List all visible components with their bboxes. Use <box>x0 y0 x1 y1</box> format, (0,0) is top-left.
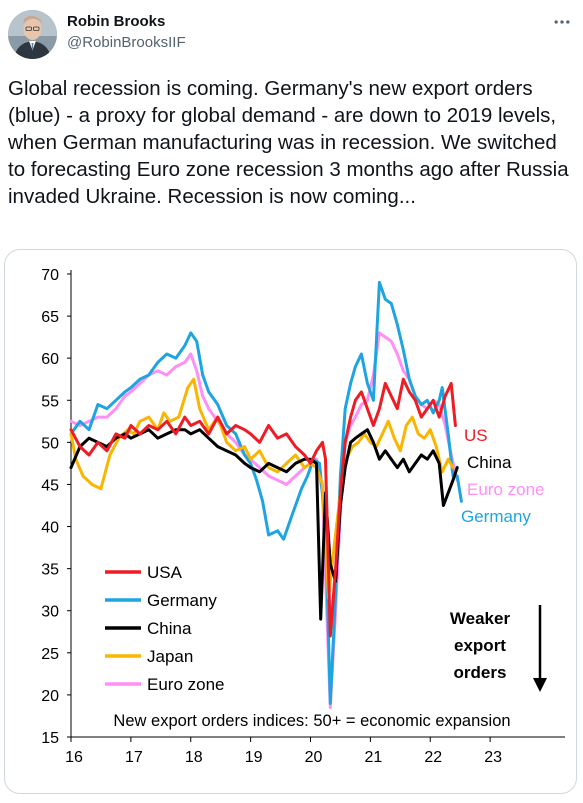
series-line-usa <box>69 377 457 638</box>
y-tick-label-70: 70 <box>41 267 59 284</box>
y-tick-label-25: 25 <box>41 646 59 663</box>
y-tick-label-60: 60 <box>41 351 59 368</box>
tweet-header: Robin Brooks @RobinBrooksIIF <box>0 0 583 72</box>
chart-annotation: New export orders indices: 50+ = economi… <box>113 712 510 730</box>
tweet-text: Global recession is coming. Germany's ne… <box>8 77 569 208</box>
y-tick-label-15: 15 <box>41 730 59 747</box>
side-note-line-1: Weaker <box>450 609 511 628</box>
legend-label-usa: USA <box>147 563 183 582</box>
y-tick-label-65: 65 <box>41 309 59 326</box>
y-tick-label-50: 50 <box>41 435 59 452</box>
more-button[interactable] <box>548 10 576 34</box>
x-tick-label-21: 21 <box>364 749 382 766</box>
x-tick-label-17: 17 <box>125 749 143 766</box>
x-tick-label-23: 23 <box>484 749 502 766</box>
side-note-line-2: export <box>454 636 506 655</box>
end-label-usa: US <box>464 426 488 445</box>
legend-label-china: China <box>147 619 192 638</box>
author-handle[interactable]: @RobinBrooksIIF <box>67 34 186 51</box>
x-tick-label-16: 16 <box>65 749 83 766</box>
y-tick-label-40: 40 <box>41 520 59 537</box>
author-name[interactable]: Robin Brooks <box>67 13 166 30</box>
end-label-china: China <box>467 453 512 472</box>
x-tick-label-18: 18 <box>185 749 203 766</box>
y-tick-label-45: 45 <box>41 477 59 494</box>
x-tick-label-20: 20 <box>305 749 323 766</box>
end-label-euro-zone: Euro zone <box>467 480 545 499</box>
avatar[interactable] <box>8 10 57 59</box>
legend-label-germany: Germany <box>147 591 217 610</box>
series-line-germany <box>69 280 463 705</box>
side-note-line-3: orders <box>454 663 507 682</box>
legend-label-japan: Japan <box>147 647 193 666</box>
legend-label-euro-zone: Euro zone <box>147 675 225 694</box>
x-tick-label-19: 19 <box>245 749 263 766</box>
y-tick-label-55: 55 <box>41 393 59 410</box>
series-line-japan <box>69 377 455 600</box>
down-arrow-icon <box>533 678 547 692</box>
x-tick-label-22: 22 <box>424 749 442 766</box>
end-label-germany: Germany <box>461 507 531 526</box>
tweet-media-chart[interactable]: 15 20 25 30 35 40 45 50 55 60 65 70 16 17 18 19 20 21 22 23… <box>4 249 577 794</box>
chart: 15 20 25 30 35 40 45 50 55 60 65 70 16 17 18 19 20 21 22 23… <box>41 267 565 766</box>
avatar-photo-icon <box>8 10 57 59</box>
y-tick-label-35: 35 <box>41 562 59 579</box>
y-tick-label-20: 20 <box>41 688 59 705</box>
y-tick-label-30: 30 <box>41 604 59 621</box>
more-horizontal-icon <box>554 20 570 24</box>
